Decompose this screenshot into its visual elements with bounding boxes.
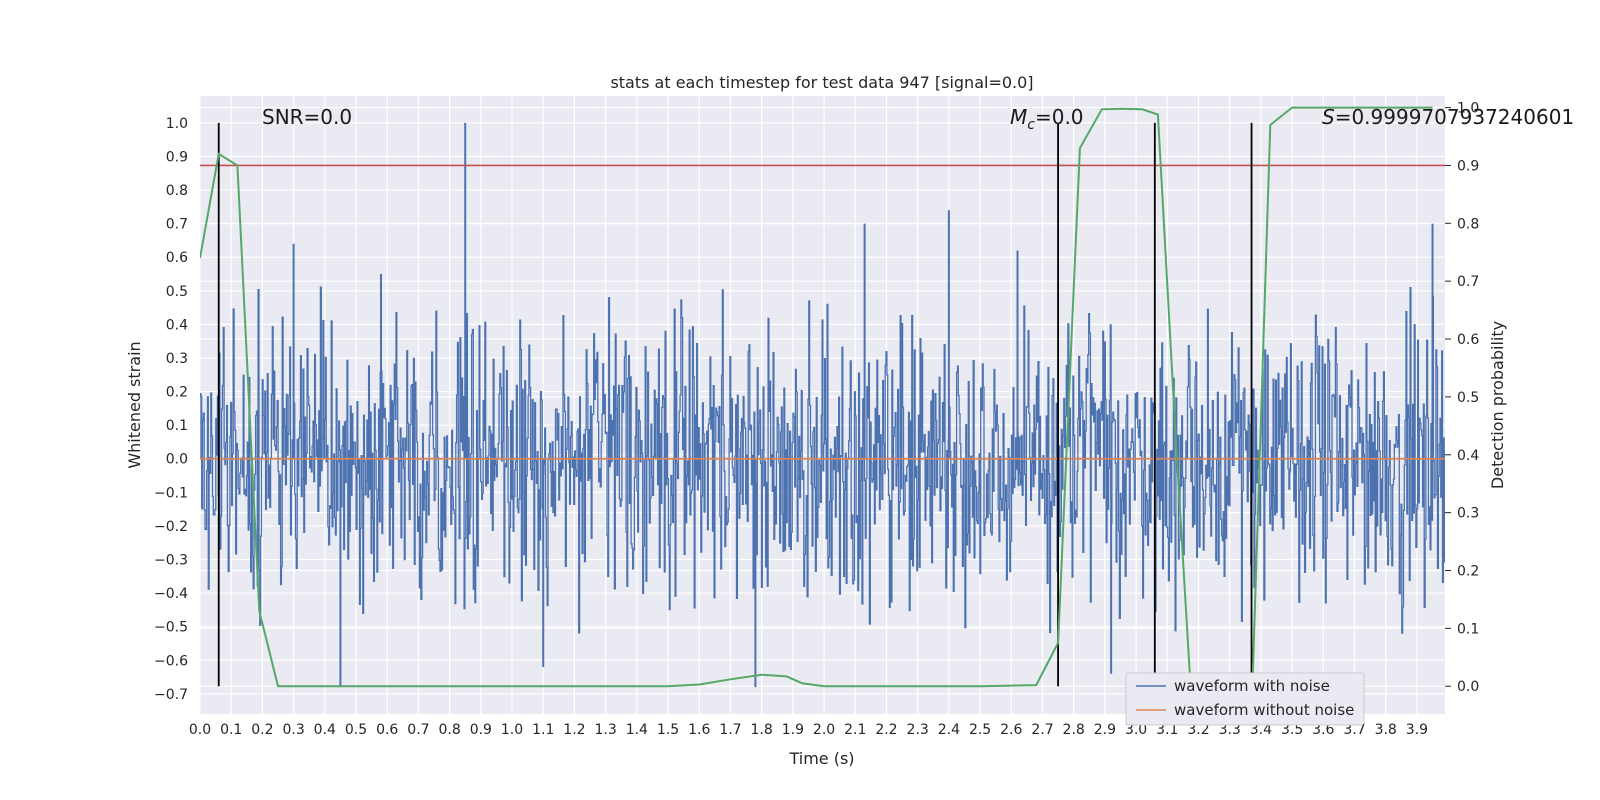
s-annotation: S=0.9999707937240601 (1322, 105, 1574, 129)
y2-tick-label: 0.8 (1457, 216, 1479, 232)
y-tick-label: −0.6 (154, 653, 188, 669)
y2-tick-label: 0.0 (1457, 679, 1479, 695)
y-tick-label: 0.0 (166, 452, 188, 468)
y2-tick-label: 0.4 (1457, 448, 1479, 464)
y-tick-label: 1.0 (166, 116, 188, 132)
y-tick-label: −0.1 (154, 485, 188, 501)
noise-waveform (200, 122, 1445, 688)
y2-tick-label: 0.2 (1457, 563, 1479, 579)
y-tick-label: 0.2 (166, 385, 188, 401)
y-tick-label: −0.4 (154, 586, 188, 602)
y-tick-label: 0.8 (166, 183, 188, 199)
y-tick-label: −0.2 (154, 519, 188, 535)
y-tick-label: −0.3 (154, 553, 188, 569)
x-tick-label: 0.9 (470, 722, 492, 738)
x-tick-label: 1.0 (501, 722, 523, 738)
legend: waveform with noise waveform without noi… (1125, 672, 1365, 726)
x-tick-label: 1.3 (595, 722, 617, 738)
x-tick-label: 0.7 (407, 722, 429, 738)
y-tick-label: 0.6 (166, 250, 188, 266)
mc-value: =0.0 (1035, 105, 1084, 129)
snr-annotation: SNR=0.0 (262, 105, 352, 129)
x-tick-label: 3.1 (1156, 722, 1178, 738)
x-tick-label: 0.5 (345, 722, 367, 738)
x-tick-label: 2.0 (813, 722, 835, 738)
y-tick-label: 0.5 (166, 284, 188, 300)
vertical-markers (217, 122, 1253, 687)
x-axis-ticks: 0.0 0.1 0.2 0.3 0.4 0.5 0.6 0.7 0.8 0.9 1.0 1.1 1.2 1… (189, 722, 1428, 738)
x-tick-label: 0.6 (376, 722, 398, 738)
x-tick-label: 1.6 (688, 722, 710, 738)
x-tick-label: 0.3 (282, 722, 304, 738)
y-tick-label: 0.7 (166, 217, 188, 233)
y-axis-label: Whitened strain (125, 341, 144, 468)
x-tick-label: 2.7 (1031, 722, 1053, 738)
y2-tick-label: 0.6 (1457, 332, 1479, 348)
y2-tick-label: 0.1 (1457, 621, 1479, 637)
x-tick-label: 2.8 (1063, 722, 1085, 738)
x-tick-label: 1.1 (532, 722, 554, 738)
x-tick-label: 0.4 (314, 722, 336, 738)
x-tick-label: 3.4 (1250, 722, 1272, 738)
chart-title: stats at each timestep for test data 947… (610, 73, 1033, 92)
y2-tick-label: 0.9 (1457, 158, 1479, 174)
x-tick-label: 1.2 (563, 722, 585, 738)
s-value: =0.9999707937240601 (1335, 105, 1574, 129)
legend-entry-noise: waveform with noise (1174, 677, 1330, 695)
y-tick-label: 0.4 (166, 317, 188, 333)
mc-subscript: c (1027, 117, 1035, 133)
x-tick-label: 2.4 (938, 722, 960, 738)
mc-symbol: M (1010, 105, 1027, 129)
y2-axis-label: Detection probability (1488, 321, 1507, 489)
x-tick-label: 2.6 (1000, 722, 1022, 738)
y-tick-label: 0.1 (166, 418, 188, 434)
s-symbol: S (1322, 105, 1335, 129)
x-tick-label: 2.2 (875, 722, 897, 738)
x-tick-label: 3.6 (1312, 722, 1334, 738)
y-tick-label: 0.3 (166, 351, 188, 367)
x-tick-label: 2.1 (844, 722, 866, 738)
x-tick-label: 3.5 (1281, 722, 1303, 738)
probability-curve (200, 106, 1433, 714)
y2-tick-label: 0.3 (1457, 506, 1479, 522)
y-axis-ticks: 1.0 0.9 0.8 0.7 0.6 0.5 0.4 0.3 0.2 0.1 0.0 −0.1 −0.… (154, 116, 188, 703)
y-tick-label: −0.5 (154, 620, 188, 636)
legend-entry-clean: waveform without noise (1174, 701, 1354, 719)
y2-tick-label: 1.0 (1457, 101, 1479, 117)
x-tick-label: 0.8 (438, 722, 460, 738)
y2-tick-label: 0.7 (1457, 274, 1479, 290)
mc-annotation: Mc=0.0 (1010, 105, 1084, 133)
x-tick-label: 3.8 (1375, 722, 1397, 738)
legend-box (1125, 672, 1365, 726)
noise-trace (200, 286, 1445, 634)
x-tick-label: 3.3 (1219, 722, 1241, 738)
x-tick-label: 2.5 (969, 722, 991, 738)
x-tick-label: 1.8 (751, 722, 773, 738)
x-tick-label: 1.4 (626, 722, 648, 738)
x-tick-label: 3.7 (1343, 722, 1365, 738)
x-tick-label: 3.0 (1125, 722, 1147, 738)
x-tick-label: 3.9 (1406, 722, 1428, 738)
x-tick-label: 1.7 (719, 722, 741, 738)
x-tick-label: 0.2 (251, 722, 273, 738)
x-tick-label: 3.2 (1187, 722, 1209, 738)
y-tick-label: −0.7 (154, 687, 188, 703)
x-tick-label: 0.1 (220, 722, 242, 738)
x-axis-label: Time (s) (788, 749, 854, 768)
x-tick-label: 1.9 (782, 722, 804, 738)
x-tick-label: 2.9 (1094, 722, 1116, 738)
probability-trace (200, 106, 1433, 714)
x-tick-label: 2.3 (907, 722, 929, 738)
x-tick-label: 1.5 (657, 722, 679, 738)
y2-tick-label: 0.5 (1457, 390, 1479, 406)
y2-axis-ticks: 1.0 0.9 0.8 0.7 0.6 0.5 0.4 0.3 0.2 0.1 0.0 (1445, 101, 1479, 695)
y-tick-label: 0.9 (166, 149, 188, 165)
x-tick-label: 0.0 (189, 722, 211, 738)
